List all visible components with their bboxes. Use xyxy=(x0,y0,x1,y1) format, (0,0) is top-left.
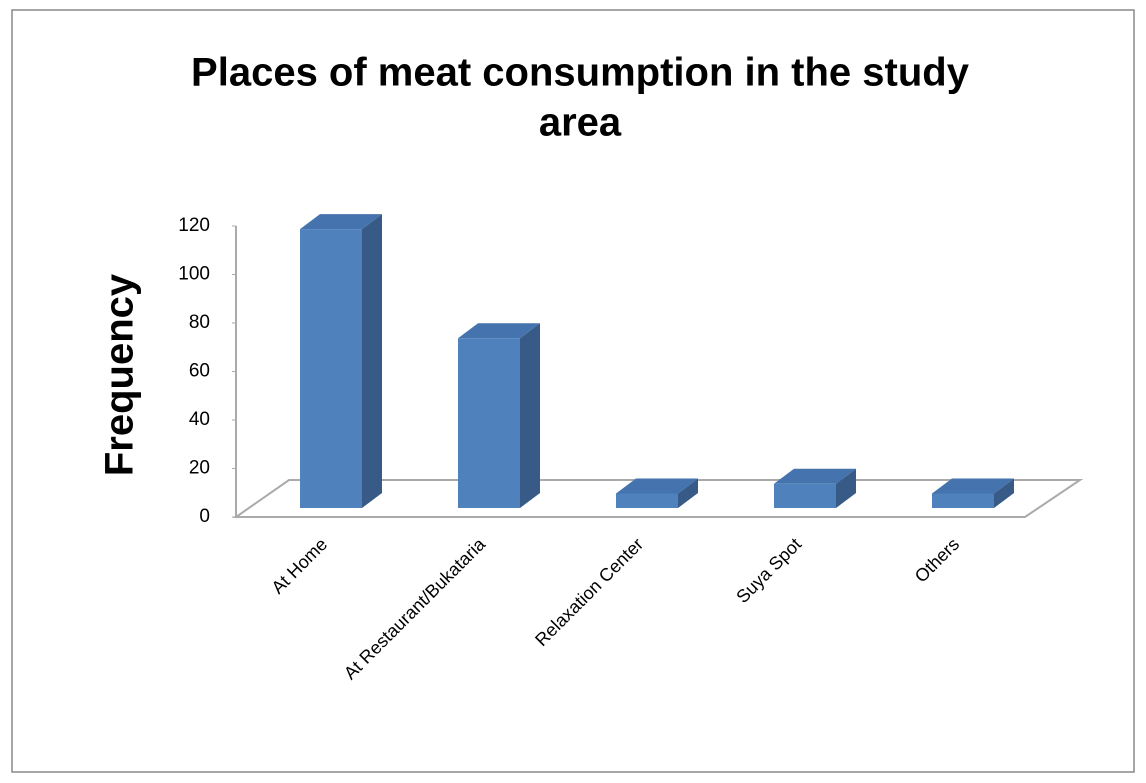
y-tick-label: 60 xyxy=(189,361,210,382)
y-tick-label: 80 xyxy=(189,312,210,333)
bar-side xyxy=(994,478,1014,508)
bar-top xyxy=(458,323,540,339)
bar-side xyxy=(678,478,698,508)
bar xyxy=(458,323,540,508)
y-axis-label: Frequency xyxy=(98,273,142,476)
bar-side xyxy=(362,214,382,508)
bar-top xyxy=(932,478,1014,494)
chart-frame xyxy=(11,9,1135,773)
bar-side xyxy=(520,323,540,508)
y-tick-label: 0 xyxy=(199,506,210,527)
bar-top xyxy=(616,478,698,494)
y-tick-label: 100 xyxy=(178,264,210,285)
y-tick-label: 40 xyxy=(189,409,210,430)
chart-title: area xyxy=(539,101,622,145)
bar-side xyxy=(836,468,856,508)
bar-front xyxy=(932,493,994,508)
chart-title: Places of meat consumption in the study xyxy=(191,51,970,95)
bar-front xyxy=(300,229,362,508)
bar xyxy=(932,478,1014,508)
bar-front xyxy=(458,338,520,508)
bar xyxy=(616,478,698,508)
bar-top xyxy=(300,214,382,230)
y-tick-label: 120 xyxy=(178,215,210,236)
bar-front xyxy=(774,483,836,508)
bar-front xyxy=(616,493,678,508)
y-tick-label: 20 xyxy=(189,458,210,479)
bar-top xyxy=(774,468,856,484)
floor xyxy=(232,479,1084,518)
bar xyxy=(774,468,856,508)
bar xyxy=(300,214,382,508)
